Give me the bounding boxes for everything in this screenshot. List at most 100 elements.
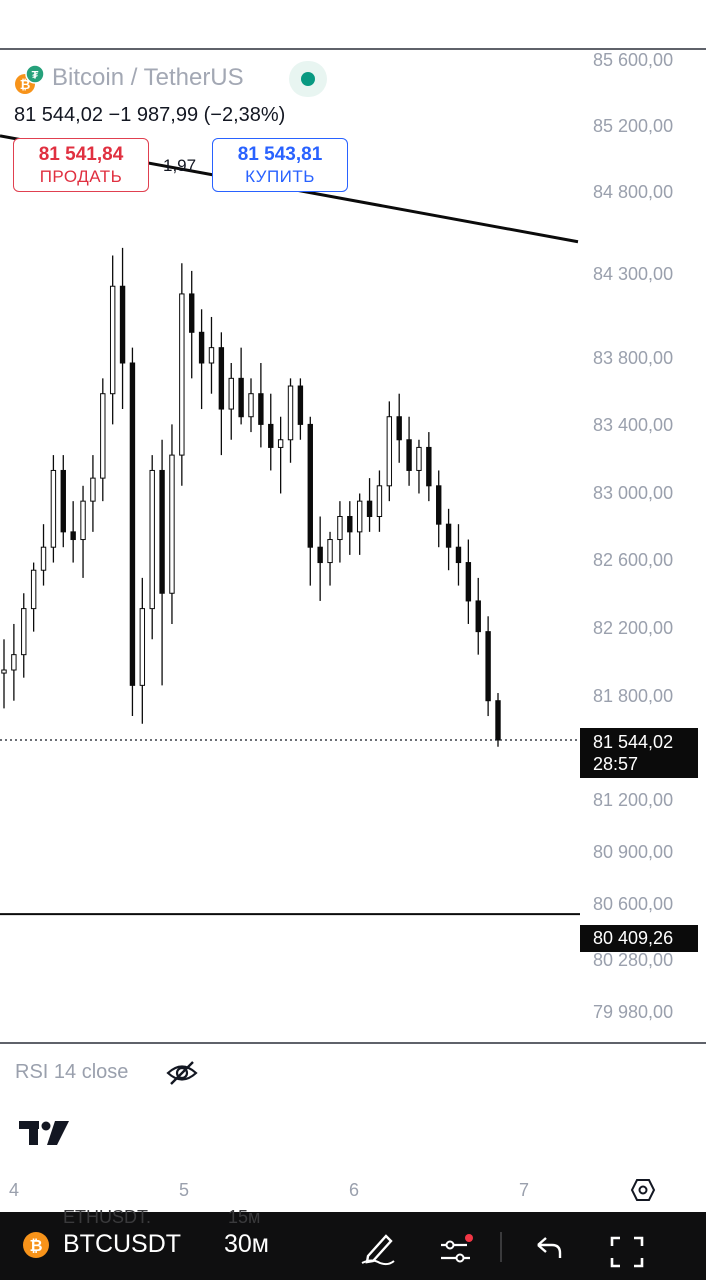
price-scale-label: 82 200,00	[593, 618, 674, 638]
candle-body	[277, 439, 284, 448]
fullscreen-icon[interactable]	[610, 1236, 644, 1268]
svg-text:₿: ₿	[20, 77, 31, 92]
candle-body	[485, 631, 491, 702]
price-scale-label: 83 800,00	[593, 348, 674, 368]
candle-body	[40, 546, 47, 571]
svg-text:₮: ₮	[32, 70, 39, 82]
candle-body	[258, 393, 264, 425]
candle-body	[228, 377, 234, 410]
candle-body	[445, 523, 452, 548]
market-status-icon[interactable]	[289, 61, 327, 97]
buy-button[interactable]: 81 543,81 КУПИТЬ	[212, 138, 348, 192]
candle-body	[376, 485, 383, 518]
bar-countdown: 28:57	[593, 754, 639, 774]
last-price-box: 81 544,02 28:57	[580, 728, 698, 778]
candle-body	[60, 469, 66, 533]
candle-body	[426, 446, 432, 487]
candle-body	[327, 539, 333, 564]
eye-off-icon[interactable]	[165, 1058, 199, 1088]
candle-body	[70, 531, 76, 541]
last-price-value: 81 544,02	[593, 732, 674, 752]
price-scale-label: 80 600,00	[593, 894, 674, 914]
indicator-settings-icon[interactable]	[438, 1234, 476, 1268]
bitcoin-icon[interactable]: ₿	[22, 1231, 50, 1259]
timeframe-button[interactable]: 30м	[224, 1230, 269, 1258]
candle-body	[208, 347, 215, 364]
candle-body	[80, 500, 86, 541]
candle-body	[436, 485, 442, 525]
undo-icon[interactable]	[534, 1236, 564, 1262]
candle-body	[50, 469, 57, 548]
candle-body	[189, 293, 195, 333]
candle-body	[495, 700, 501, 741]
candle-body	[347, 516, 353, 533]
price-scale-label: 83 400,00	[593, 415, 674, 435]
sell-label: ПРОДАТЬ	[39, 167, 123, 186]
price-scale-label: 81 200,00	[593, 790, 674, 810]
price-scale-label: 80 900,00	[593, 842, 674, 862]
candle-body	[268, 423, 274, 448]
candle-body	[129, 362, 136, 686]
candle-body	[297, 385, 304, 425]
candle-body	[149, 469, 155, 610]
price-scale-label: 85 600,00	[593, 50, 674, 70]
candle-body	[169, 454, 175, 594]
candle-body	[455, 546, 462, 564]
price-scale-label: 80 280,00	[593, 950, 674, 970]
price-scale-label: 84 300,00	[593, 264, 674, 284]
buy-price: 81 543,81	[237, 144, 323, 165]
candle-body	[287, 385, 294, 441]
candle-body	[386, 416, 393, 487]
candle-body	[416, 446, 422, 471]
candle-body	[159, 469, 165, 594]
svg-text:₿: ₿	[29, 1237, 42, 1255]
candle-body	[406, 439, 412, 471]
price-scale-label: 81 800,00	[593, 686, 674, 706]
hexagon-settings-icon[interactable]	[630, 1177, 656, 1203]
candle-body	[11, 654, 17, 671]
candle-body	[317, 546, 323, 564]
time-label: 4	[9, 1180, 20, 1200]
symbol-title[interactable]: Bitcoin / TetherUS	[52, 64, 244, 91]
time-label: 6	[349, 1180, 360, 1200]
previous-timeframe-ghost: 15м	[228, 1207, 261, 1227]
bottom-toolbar: ETHUSDT. 15м ₿ BTCUSDT 30м	[0, 1207, 706, 1280]
level-price-box: 80 409,26	[580, 925, 698, 952]
spread-value: 1,97	[163, 156, 197, 175]
rsi-indicator-label[interactable]: RSI 14 close	[15, 1061, 129, 1083]
candle-body	[218, 347, 225, 410]
candle-body	[475, 600, 481, 633]
candle-body	[90, 477, 96, 502]
candle-body	[179, 293, 185, 456]
candle-body	[1, 669, 7, 674]
tradingview-logo	[19, 1119, 71, 1147]
candle-body	[238, 377, 244, 418]
price-scale-label: 82 600,00	[593, 550, 674, 570]
candle-body	[337, 516, 343, 541]
candle-body	[109, 285, 116, 395]
buy-label: КУПИТЬ	[245, 167, 315, 186]
symbol-button[interactable]: BTCUSDT	[63, 1230, 182, 1258]
time-label: 5	[179, 1180, 190, 1200]
candle-body	[119, 285, 126, 364]
candle-body	[307, 423, 313, 548]
price-scale-label: 84 800,00	[593, 182, 674, 202]
candle-body	[21, 608, 27, 656]
price-scale-label: 85 200,00	[593, 116, 674, 136]
candle-body	[139, 608, 146, 686]
price-scale-label: 79 980,00	[593, 1002, 674, 1022]
candle-body	[465, 562, 472, 602]
pen-draw-icon[interactable]	[358, 1230, 398, 1266]
bitcoin-icon: ₿ ₮	[14, 64, 46, 96]
price-scale-label: 83 000,00	[593, 483, 674, 503]
candle-body	[198, 331, 205, 364]
candle-body	[396, 416, 402, 441]
time-label: 7	[519, 1180, 530, 1200]
price-change-line: 81 544,02 −1 987,99 (−2,38%)	[14, 104, 286, 126]
candles-group	[1, 247, 501, 747]
candle-body	[100, 393, 106, 479]
candle-body	[30, 569, 37, 610]
candle-body	[248, 393, 254, 418]
toolbar-divider	[500, 1232, 502, 1262]
sell-button[interactable]: 81 541,84 ПРОДАТЬ	[13, 138, 149, 192]
